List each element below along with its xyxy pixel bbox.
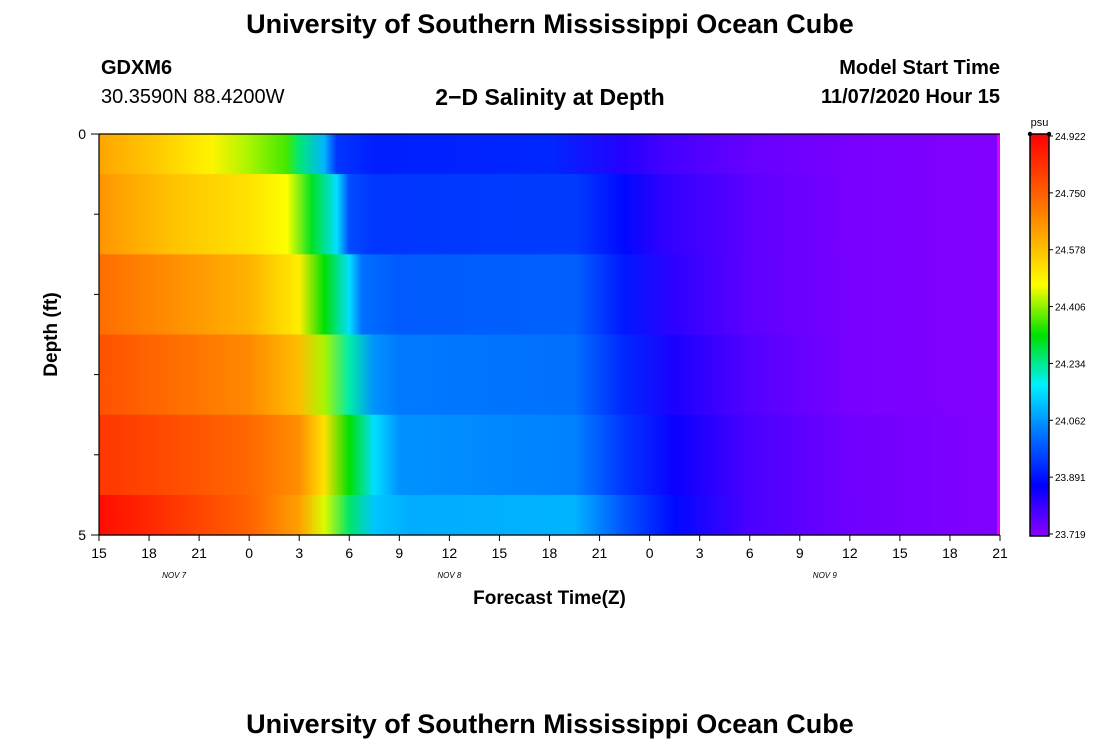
station-coords: 30.3590N 88.4200W <box>101 86 285 108</box>
colorbar-tick-label: 24.234 <box>1055 359 1086 370</box>
colorbar-corner <box>1027 131 1033 137</box>
depth-row-2 <box>99 254 1000 336</box>
x-tick-label: 18 <box>942 545 958 561</box>
x-tick-label: 18 <box>141 545 157 561</box>
colorbar-tick-label: 24.750 <box>1055 189 1086 200</box>
station-id: GDXM6 <box>101 57 173 79</box>
x-tick-label: 15 <box>91 545 107 561</box>
colorbar-tick-label: 24.922 <box>1055 132 1086 143</box>
footer-title: University of Southern Mississippi Ocean… <box>246 709 854 739</box>
x-tick-label: 21 <box>592 545 608 561</box>
x-tick-label: 0 <box>245 545 253 561</box>
x-tick-label: 21 <box>992 545 1008 561</box>
x-tick-label: 3 <box>696 545 704 561</box>
heatmap-right-edge <box>997 134 1000 535</box>
colorbar-tick-label: 23.891 <box>1055 473 1086 484</box>
colorbar-tick-label: 23.719 <box>1055 530 1086 541</box>
colorbar-tick-label: 24.406 <box>1055 303 1086 314</box>
depth-row-1 <box>99 174 1000 255</box>
x-tick-label: 18 <box>542 545 558 561</box>
model-start-value: 11/07/2020 Hour 15 <box>820 86 1000 108</box>
y-tick-label: 0 <box>78 126 86 142</box>
depth-row-4 <box>99 414 1000 496</box>
date-label: NOV 8 <box>437 571 462 580</box>
x-tick-label: 15 <box>892 545 908 561</box>
x-tick-label: 12 <box>842 545 858 561</box>
x-tick-label: 6 <box>345 545 353 561</box>
depth-row-5 <box>99 494 1000 536</box>
x-tick-label: 9 <box>395 545 403 561</box>
colorbar-tick-label: 24.578 <box>1055 246 1086 257</box>
date-label: NOV 7 <box>162 571 187 580</box>
y-tick-label: 5 <box>78 527 86 543</box>
x-tick-label: 15 <box>492 545 508 561</box>
x-tick-label: 6 <box>746 545 754 561</box>
x-tick-label: 3 <box>295 545 303 561</box>
x-tick-label: 21 <box>191 545 207 561</box>
date-label: NOV 9 <box>813 571 838 580</box>
heatmap-area <box>99 134 1000 536</box>
model-start-label: Model Start Time <box>839 57 1000 79</box>
y-axis-title: Depth (ft) <box>41 292 62 376</box>
depth-row-3 <box>99 334 1000 416</box>
page-title: University of Southern Mississippi Ocean… <box>246 9 854 39</box>
x-tick-label: 12 <box>442 545 458 561</box>
depth-row-0 <box>99 134 1000 175</box>
colorbar-corner <box>1046 131 1052 137</box>
chart-title: 2−D Salinity at Depth <box>435 84 665 110</box>
colorbar <box>1029 133 1050 537</box>
x-tick-label: 0 <box>646 545 654 561</box>
colorbar-unit: psu <box>1031 117 1049 129</box>
x-axis-title: Forecast Time(Z) <box>473 588 626 609</box>
colorbar-tick-label: 24.062 <box>1055 416 1086 427</box>
x-tick-label: 9 <box>796 545 804 561</box>
